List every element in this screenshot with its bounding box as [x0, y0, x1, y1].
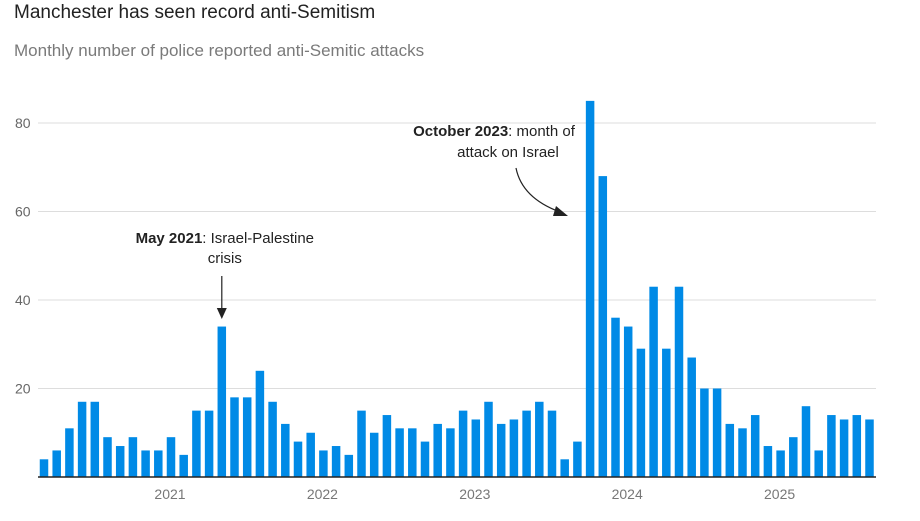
- bar: [662, 348, 671, 477]
- bar: [560, 459, 569, 477]
- bar: [192, 410, 201, 477]
- arrow-head-icon: [553, 206, 568, 216]
- annotation-oct-2023: October 2023: month of: [413, 123, 576, 140]
- chart-subtitle: Monthly number of police reported anti-S…: [14, 41, 425, 60]
- bar: [839, 419, 849, 477]
- x-tick-label: 2023: [459, 486, 490, 502]
- bar: [166, 437, 176, 477]
- bar: [801, 406, 811, 477]
- bar: [509, 419, 519, 477]
- bar: [65, 428, 74, 477]
- bar: [128, 437, 138, 477]
- bar: [674, 286, 684, 477]
- bar: [827, 415, 836, 477]
- bar: [357, 410, 366, 477]
- bar: [242, 397, 252, 477]
- y-tick-label: 20: [15, 381, 31, 397]
- bar: [179, 454, 188, 477]
- bar: [319, 450, 328, 477]
- bar: [776, 450, 785, 477]
- bar: [433, 423, 442, 477]
- bar: [255, 370, 265, 477]
- annotation-may-2021: May 2021: Israel-Palestine: [136, 230, 314, 247]
- bar: [585, 100, 595, 477]
- bar: [814, 450, 823, 477]
- bar: [268, 401, 277, 477]
- bar: [204, 410, 214, 477]
- bar: [369, 432, 379, 477]
- bar: [154, 450, 163, 477]
- bar: [725, 423, 735, 477]
- bar: [547, 410, 557, 477]
- bar: [573, 441, 582, 477]
- bar: [103, 437, 112, 477]
- bar: [763, 446, 773, 477]
- bar: [408, 428, 417, 477]
- y-tick-label: 60: [15, 204, 31, 220]
- bar: [115, 446, 125, 477]
- bar: [382, 415, 392, 477]
- bar: [700, 388, 709, 477]
- x-tick-label: 2022: [307, 486, 338, 502]
- x-tick-label: 2021: [154, 486, 185, 502]
- y-tick-label: 80: [15, 115, 31, 131]
- bar: [39, 459, 49, 477]
- bar: [611, 317, 620, 477]
- bar: [52, 450, 61, 477]
- bar: [712, 388, 722, 477]
- bar: [306, 432, 315, 477]
- bar: [535, 401, 544, 477]
- chart-title: Manchester has seen record anti-Semitism: [14, 2, 376, 23]
- annotation-bold: May 2021: [136, 230, 203, 247]
- arrow-head-icon: [216, 308, 227, 319]
- annotation-line2: attack on Israel: [457, 144, 559, 161]
- bar: [281, 423, 290, 477]
- annotation-arrow-line: [515, 167, 561, 213]
- bar: [458, 410, 468, 477]
- bar: [750, 415, 760, 477]
- bar: [789, 437, 798, 477]
- bar: [649, 286, 658, 477]
- bar: [217, 326, 227, 477]
- bar: [471, 419, 481, 477]
- bar: [484, 401, 493, 477]
- x-tick-label: 2025: [764, 486, 795, 502]
- x-tick-label: 2024: [612, 486, 643, 502]
- bar: [77, 401, 87, 477]
- bar: [865, 419, 874, 477]
- bar: [331, 446, 341, 477]
- annotation-bold: October 2023: [413, 123, 508, 140]
- annotation-text: : month of: [508, 123, 576, 140]
- bar: [687, 357, 696, 477]
- bar: [141, 450, 150, 477]
- bar: [738, 428, 747, 477]
- bar: [446, 428, 455, 477]
- bar: [395, 428, 404, 477]
- bar: [230, 397, 239, 477]
- bar: [344, 454, 354, 477]
- bar: [852, 415, 862, 477]
- y-tick-label: 40: [15, 292, 31, 308]
- bar: [496, 423, 506, 477]
- bar: [598, 176, 608, 477]
- annotation-line2: crisis: [208, 250, 242, 267]
- bar: [293, 441, 303, 477]
- bar: [522, 410, 531, 477]
- bar: [420, 441, 430, 477]
- bar: [90, 401, 100, 477]
- bar: [623, 326, 633, 477]
- annotation-text: : Israel-Palestine: [202, 230, 314, 247]
- bar: [636, 348, 646, 477]
